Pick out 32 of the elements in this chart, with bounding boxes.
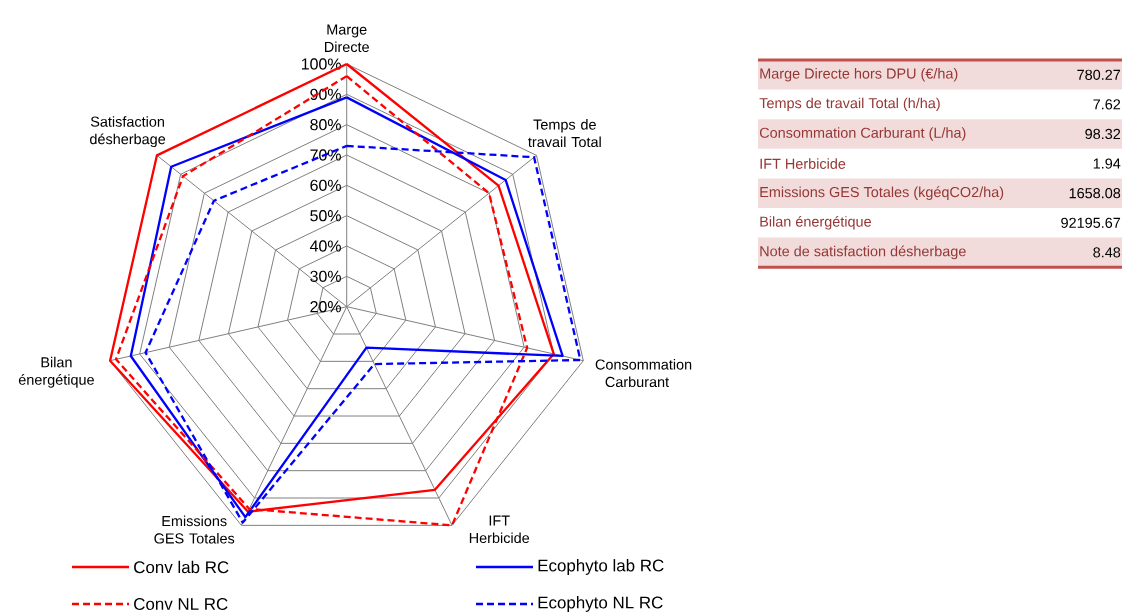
category-label: Marge Directe hors DPU (€/ha) [760,68,958,82]
category-label: IFT Herbicide [760,158,846,169]
y-tick-label: 80% [310,119,341,131]
y-tick-label: 100% [301,58,341,70]
spoke-label: Consommation Carburant [595,359,692,388]
legend-label: Conv lab RC [134,560,229,574]
legend-label: Ecophyto NL RC [538,596,663,612]
data-label: 1658.08 [1069,188,1121,199]
category-label: Emissions GES Totales (kgéqCO2/ha) [760,186,1004,201]
category-label: Consommation Carburant (L/ha) [759,127,966,141]
data-label: 98.32 [1085,128,1121,140]
spoke-label: Marge Directe [325,24,369,53]
legend-label: Ecophyto lab RC [538,559,664,575]
spoke-label: IFT Herbicide [469,515,530,544]
spoke-label: Bilan énergétique [18,356,94,388]
data-label: 7.62 [1093,99,1121,110]
y-tick-label: 30% [310,270,341,282]
category-label: Bilan énergétique [760,215,871,230]
y-tick-label: 40% [309,240,341,252]
data-label: 780.27 [1077,69,1121,80]
y-tick-label: 50% [310,210,341,222]
data-label: 8.48 [1093,247,1121,258]
data-label: 1.94 [1093,158,1121,169]
y-tick-label: 20% [310,301,341,313]
spoke-label: Temps de travail Total [528,119,601,148]
category-label: Note de satisfaction désherbage [760,245,966,260]
y-tick-label: 60% [310,179,341,191]
category-label: Temps de travail Total (h/ha) [759,97,940,112]
spoke-label: Emissions GES Totales [154,515,235,544]
data-label: 92195.67 [1061,217,1121,228]
spoke-label: Satisfaction désherbage [90,116,166,148]
legend-label: Conv NL RC [134,597,228,610]
